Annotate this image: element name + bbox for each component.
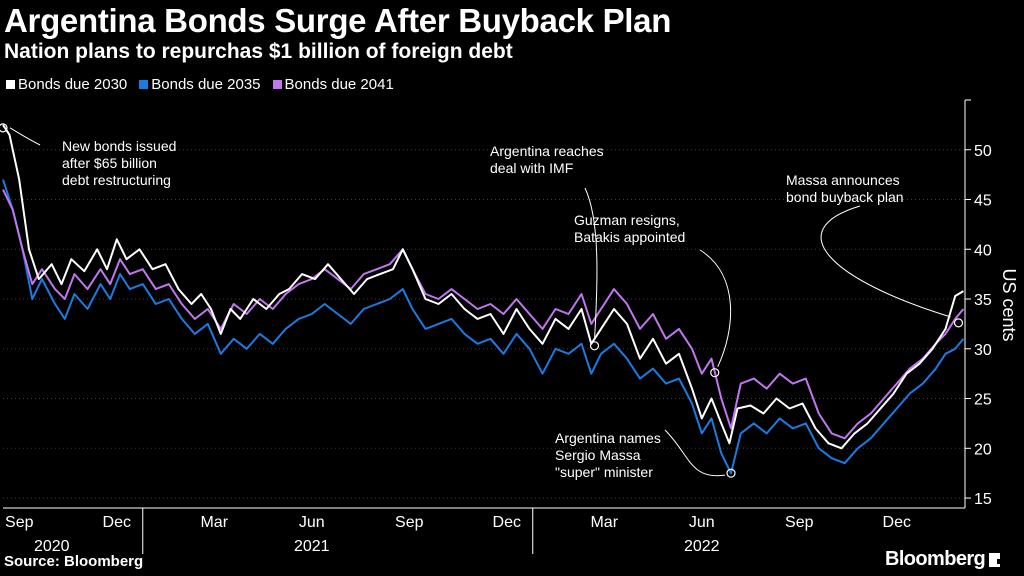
x-tick-label-6: Mar	[590, 514, 618, 531]
annotation-text-2-1: Batakis appointed	[574, 229, 685, 245]
y-tick-label-40: 40	[974, 242, 992, 259]
bloomberg-logo: Bloomberg	[885, 548, 1003, 571]
year-label-2022: 2022	[684, 538, 720, 555]
annotation-marker-3	[726, 468, 736, 478]
annotation-text-4-1: bond buyback plan	[786, 189, 904, 205]
legend-label-2035: Bonds due 2035	[151, 76, 261, 93]
annotation-text-3-0: Argentina names	[555, 430, 661, 446]
x-tick-label-8: Sep	[785, 514, 814, 531]
x-tick-label-0: Sep	[5, 514, 34, 531]
x-tick-label-9: Dec	[883, 514, 911, 531]
annotation-leader-0	[9, 127, 41, 146]
legend: Bonds due 2030 Bonds due 2035 Bonds due …	[6, 76, 394, 93]
annotation-marker-1	[589, 341, 600, 351]
x-tick-label-1: Dec	[103, 514, 131, 531]
x-tick-label-7: Jun	[689, 514, 715, 531]
annotation-marker-0	[0, 123, 8, 133]
x-tick-label-2: Mar	[200, 514, 228, 531]
annotation-leader-4	[820, 205, 951, 318]
legend-label-2030: Bonds due 2030	[18, 76, 128, 93]
annotation-text-4-0: Massa announces	[786, 172, 900, 188]
annotation-marker-4	[953, 318, 964, 328]
y-tick-label-35: 35	[974, 292, 992, 309]
x-tick-label-5: Dec	[493, 514, 521, 531]
series-line-bonds-due-2030	[2, 124, 964, 450]
bloomberg-terminal-icon	[989, 552, 1003, 567]
x-tick-label-4: Sep	[395, 514, 424, 531]
annotation-text-1-0: Argentina reaches	[490, 143, 604, 159]
legend-item-2030: Bonds due 2030	[6, 76, 127, 93]
annotation-text-3-1: Sergio Massa	[555, 447, 641, 463]
annotation-leader-3	[664, 429, 726, 477]
chart-title: Argentina Bonds Surge After Buyback Plan	[4, 2, 672, 39]
legend-label-2041: Bonds due 2041	[284, 76, 394, 93]
y-tick-label-15: 15	[974, 491, 992, 508]
annotation-text-0-0: New bonds issued	[62, 138, 176, 154]
legend-item-2041: Bonds due 2041	[272, 76, 394, 93]
source-note: Source: Bloomberg	[4, 553, 144, 570]
chart-subtitle: Nation plans to repurchas $1 billion of …	[4, 40, 513, 63]
annotation-text-0-1: after $65 billion	[62, 155, 157, 171]
y-tick-label-30: 30	[974, 342, 992, 359]
annotation-leader-1	[584, 187, 598, 340]
annotation-leader-2	[699, 249, 732, 367]
annotation-text-3-2: "super" minister	[555, 464, 653, 480]
y-axis-label: US cents	[999, 268, 1019, 341]
series-line-bonds-due-2041	[2, 189, 965, 440]
bloomberg-wordmark: Bloomberg	[885, 548, 986, 570]
series-line-bonds-due-2035	[2, 179, 965, 475]
year-label-2020: 2020	[34, 538, 70, 555]
x-tick-label-3: Jun	[299, 514, 325, 531]
annotation-text-2-0: Guzman resigns,	[574, 212, 680, 228]
legend-swatch-2030	[6, 80, 15, 89]
year-label-2021: 2021	[294, 538, 330, 555]
y-tick-label-45: 45	[974, 193, 992, 210]
legend-item-2035: Bonds due 2035	[139, 76, 261, 93]
y-tick-label-50: 50	[974, 143, 992, 160]
annotation-text-1-1: deal with IMF	[490, 160, 573, 176]
annotation-text-0-2: debt restructuring	[62, 172, 171, 188]
legend-swatch-2035	[139, 80, 149, 89]
y-tick-label-25: 25	[974, 392, 992, 409]
annotation-marker-2	[710, 368, 720, 378]
y-tick-label-20: 20	[974, 441, 992, 458]
legend-swatch-2041	[272, 80, 282, 89]
